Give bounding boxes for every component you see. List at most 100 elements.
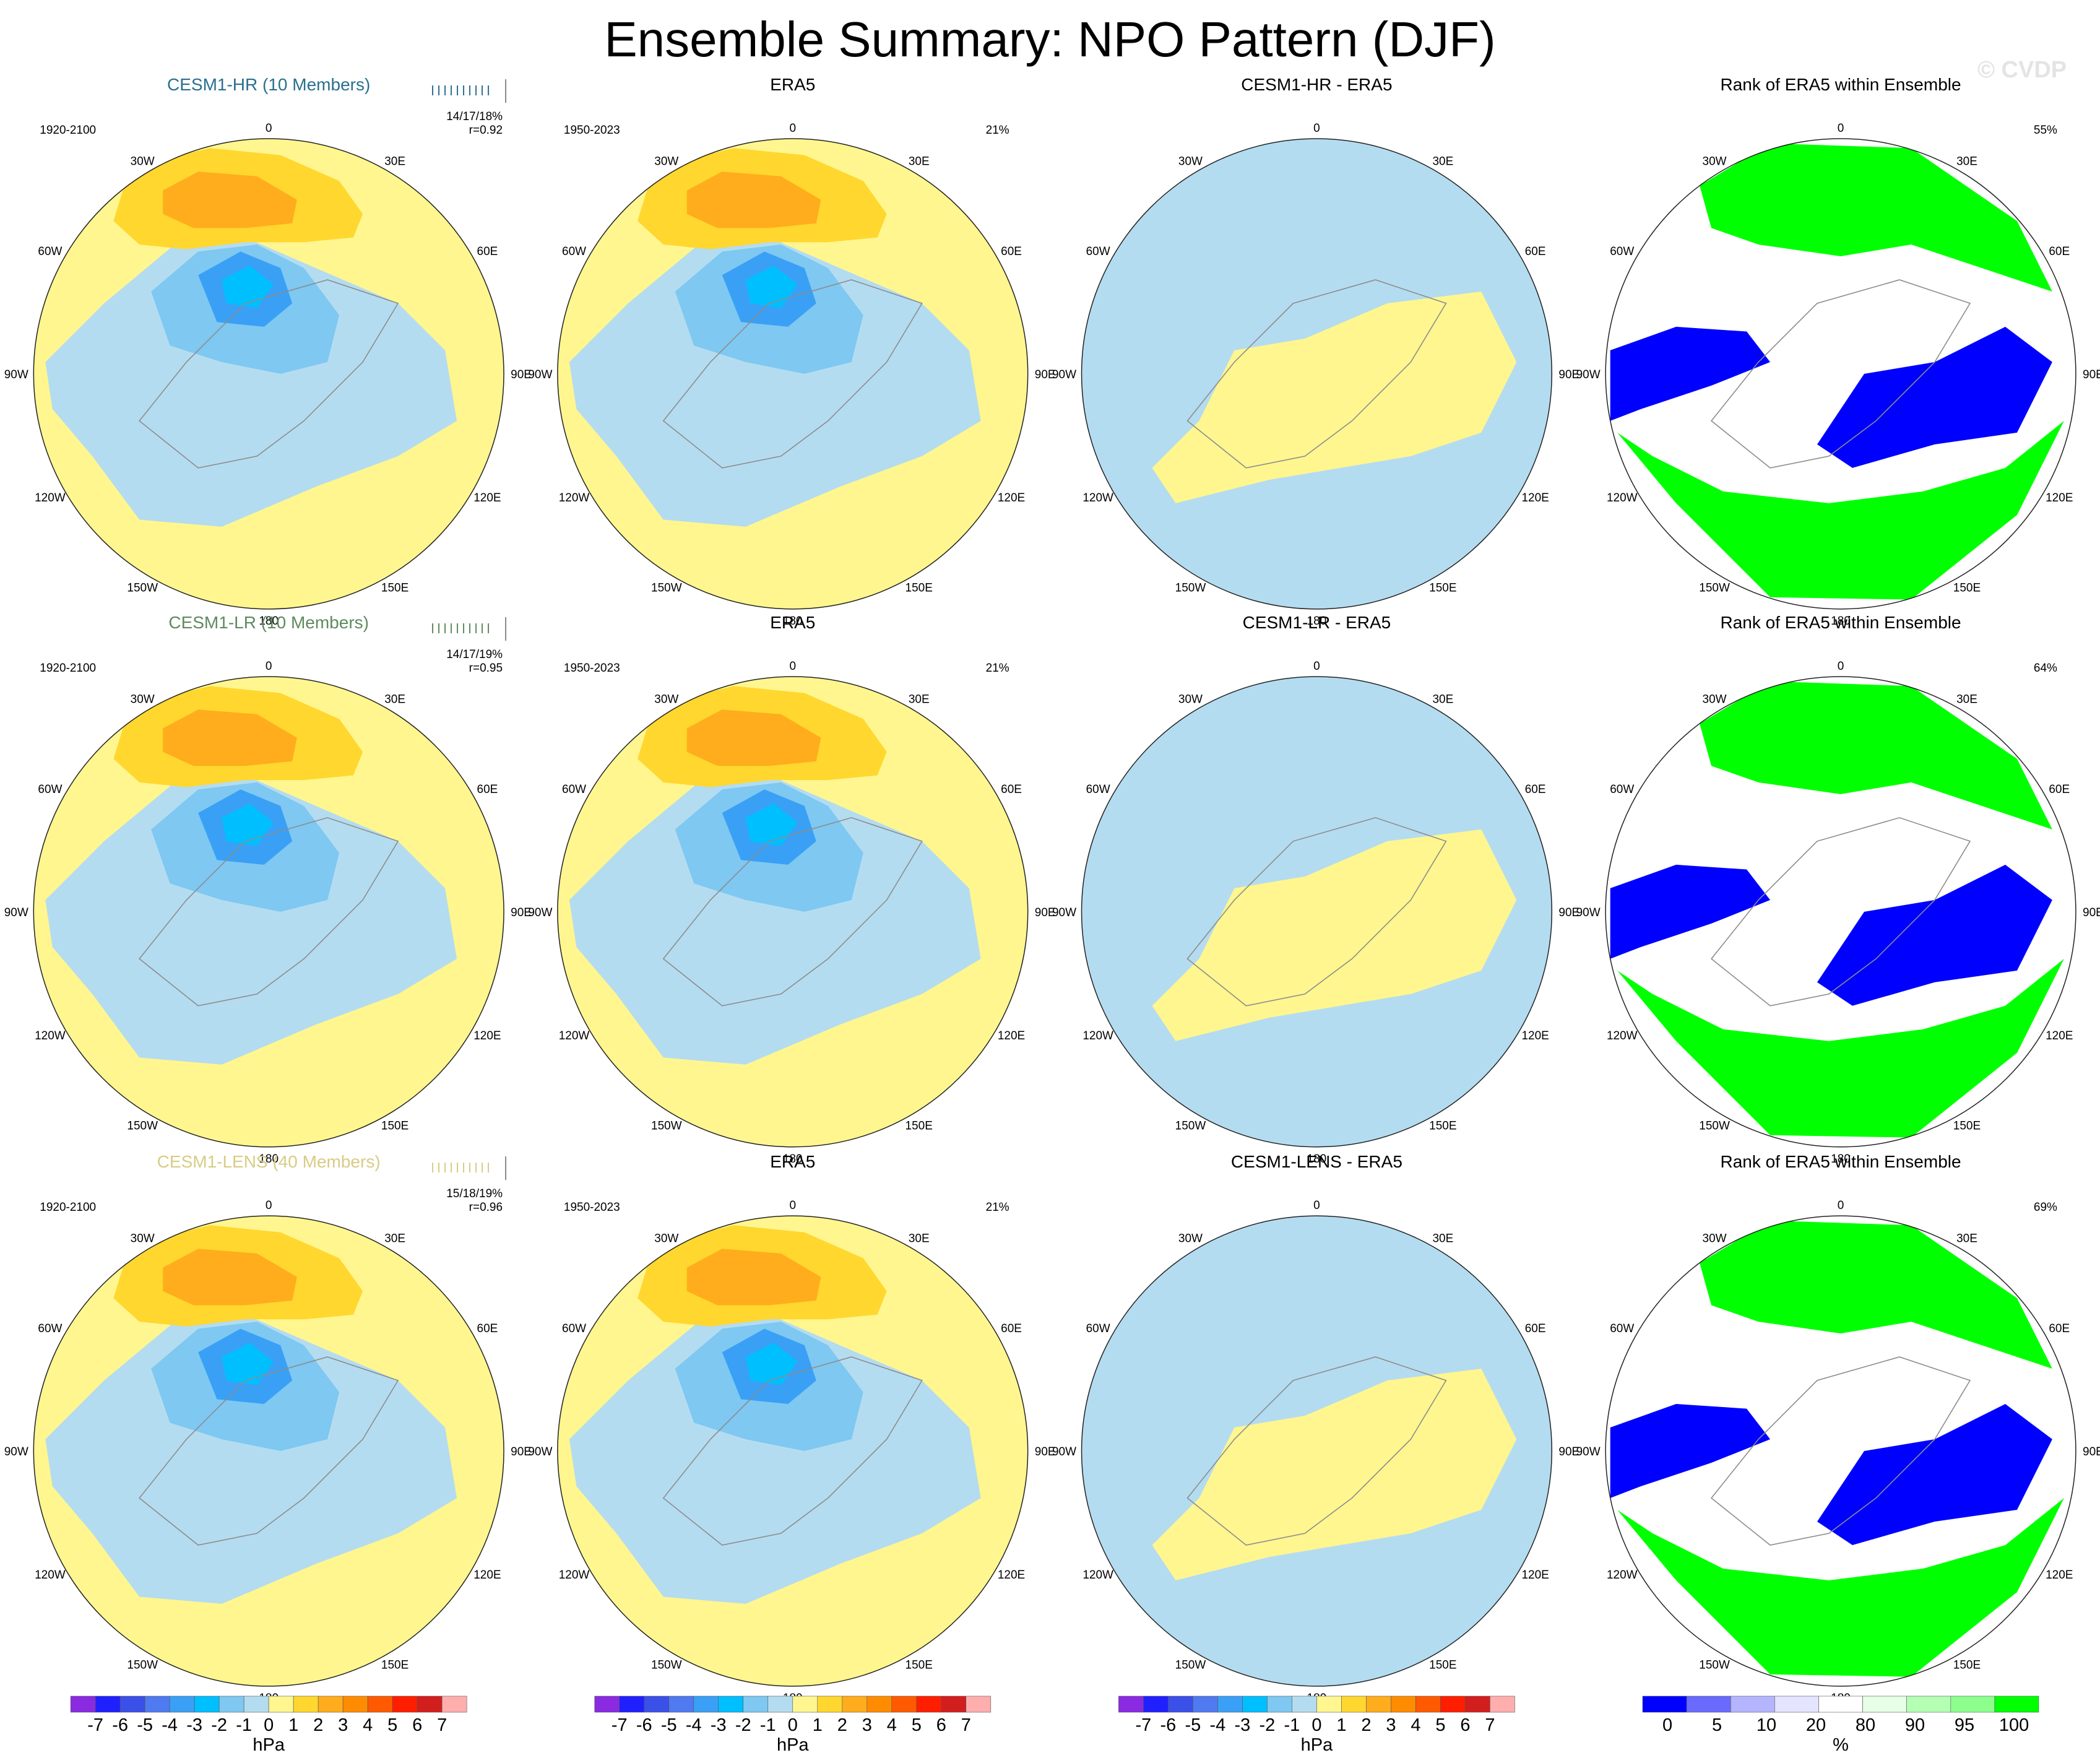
panel-title: ERA5 bbox=[770, 75, 815, 94]
coastline bbox=[1186, 817, 1447, 1007]
longitude-label: 90W bbox=[528, 1445, 552, 1458]
period-label: 1950-2023 bbox=[564, 662, 620, 675]
colorbar-swatch bbox=[1490, 1696, 1515, 1713]
longitude-label: 30W bbox=[654, 693, 678, 706]
contour-rankBlueW bbox=[1610, 864, 1771, 959]
colorbar-swatch bbox=[1950, 1696, 1995, 1713]
longitude-label: 90W bbox=[1576, 1445, 1601, 1458]
longitude-label: 120E bbox=[473, 492, 501, 505]
contour-lowBig bbox=[45, 237, 457, 527]
contour-rankGreenBot bbox=[1617, 958, 2064, 1138]
longitude-label: 120W bbox=[1607, 1569, 1638, 1582]
contour-rankBlueW bbox=[1610, 1404, 1771, 1498]
colorbar-swatch bbox=[70, 1696, 96, 1713]
colorbar-label: 95 bbox=[1955, 1715, 1974, 1735]
longitude-label: 60E bbox=[2049, 245, 2070, 258]
colorbar-label: 2 bbox=[313, 1715, 323, 1735]
longitude-label: 0 bbox=[1313, 660, 1320, 673]
colorbar-swatch bbox=[792, 1696, 818, 1713]
colorbar-swatch bbox=[693, 1696, 719, 1713]
map-panel-diff: 180 150E 120E 90E 60E 30E 0 30W 60W 90W 120W 150W CE… bbox=[1052, 613, 1579, 1166]
longitude-label: 30E bbox=[1956, 155, 1977, 168]
contour-pacHighIn bbox=[686, 709, 821, 766]
coastline bbox=[662, 279, 923, 469]
map-panel-era5: 180 150E 120E 90E 60E 30E 0 30W 60W 90W 120W 150W ER… bbox=[528, 75, 1055, 628]
longitude-label: 150W bbox=[1175, 1659, 1206, 1672]
colorbar-swatch bbox=[441, 1696, 467, 1713]
contour-rankBlueE bbox=[1817, 1404, 2052, 1545]
longitude-label: 90W bbox=[4, 1445, 28, 1458]
map-panel-rank: 180 150E 120E 90E 60E 30E 0 30W 60W 90W 120W 150W Ra… bbox=[1576, 1152, 2100, 1705]
longitude-label: 90E bbox=[511, 368, 532, 381]
longitude-label: 60W bbox=[1086, 1322, 1110, 1335]
longitude-label: 120E bbox=[1521, 1569, 1549, 1582]
colorbar-swatch bbox=[743, 1696, 769, 1713]
colorbar-label: -3 bbox=[711, 1715, 727, 1735]
panel-title: CESM1-HR (10 Members) bbox=[167, 75, 370, 94]
contour-lowDeep bbox=[222, 804, 274, 846]
colorbar-label: 7 bbox=[1485, 1715, 1495, 1735]
colorbar-label: 7 bbox=[437, 1715, 447, 1735]
colorbar-label: 90 bbox=[1905, 1715, 1925, 1735]
longitude-label: 60W bbox=[38, 1322, 62, 1335]
colorbar-label: 1 bbox=[1336, 1715, 1346, 1735]
longitude-label: 30W bbox=[1703, 1232, 1727, 1245]
colorbar-swatch bbox=[767, 1696, 793, 1713]
colorbar-swatch bbox=[842, 1696, 868, 1713]
longitude-label: 0 bbox=[789, 660, 796, 673]
colorbar-swatch bbox=[1143, 1696, 1169, 1713]
longitude-label: 90E bbox=[1035, 906, 1056, 919]
colorbar-unit: % bbox=[1833, 1735, 1849, 1755]
colorbar-swatch bbox=[268, 1696, 294, 1713]
colorbar-label: 2 bbox=[837, 1715, 847, 1735]
longitude-label: 30E bbox=[909, 693, 930, 706]
longitude-label: 0 bbox=[1313, 122, 1320, 135]
colorbar-label: -5 bbox=[1185, 1715, 1201, 1735]
longitude-label: 60W bbox=[38, 245, 62, 258]
longitude-label: 90E bbox=[1558, 368, 1579, 381]
contour-pacHighIn bbox=[686, 1249, 821, 1306]
colorbar-swatch bbox=[817, 1696, 843, 1713]
colorbar-label: 6 bbox=[1460, 1715, 1470, 1735]
contour-lowBig bbox=[569, 775, 981, 1065]
longitude-label: 90W bbox=[528, 368, 552, 381]
period-label: 1920-2100 bbox=[40, 1201, 96, 1214]
longitude-label: 30E bbox=[1956, 693, 1977, 706]
longitude-label: 60E bbox=[1001, 1322, 1022, 1335]
longitude-label: 60W bbox=[1610, 245, 1634, 258]
longitude-label: 30W bbox=[131, 155, 155, 168]
longitude-label: 90W bbox=[1052, 368, 1076, 381]
contour-rankBlueE bbox=[1817, 864, 2052, 1006]
longitude-label: 90E bbox=[511, 1445, 532, 1458]
colorbar-label: -1 bbox=[236, 1715, 252, 1735]
longitude-label: 30W bbox=[131, 693, 155, 706]
colorbar-label: 0 bbox=[1311, 1715, 1321, 1735]
contour-rankGreenBot bbox=[1617, 1498, 2064, 1677]
colorbar-swatch bbox=[718, 1696, 744, 1713]
longitude-label: 150E bbox=[381, 1119, 408, 1132]
longitude-label: 60W bbox=[562, 245, 586, 258]
colorbar-label: 20 bbox=[1806, 1715, 1826, 1735]
colorbar-label: -5 bbox=[661, 1715, 677, 1735]
longitude-label: 180 bbox=[1307, 615, 1327, 628]
longitude-label: 90E bbox=[1035, 368, 1056, 381]
colorbar-unit: hPa bbox=[253, 1735, 285, 1755]
colorbar-swatch bbox=[1906, 1696, 1951, 1713]
longitude-label: 30E bbox=[1432, 693, 1453, 706]
map-border bbox=[1081, 1215, 1553, 1687]
colorbar-label: -4 bbox=[686, 1715, 702, 1735]
map-border bbox=[1081, 676, 1553, 1148]
contour-rankGreenTop bbox=[1700, 681, 2052, 830]
longitude-label: 120W bbox=[1082, 492, 1113, 505]
colorbar-label: 4 bbox=[887, 1715, 897, 1735]
longitude-label: 0 bbox=[1313, 1199, 1320, 1212]
longitude-label: 180 bbox=[1307, 1153, 1327, 1166]
colorbar-swatch bbox=[1217, 1696, 1243, 1713]
period-label: 1950-2023 bbox=[564, 124, 620, 137]
longitude-label: 60E bbox=[1001, 245, 1022, 258]
coastline bbox=[139, 1356, 399, 1546]
longitude-label: 120W bbox=[1607, 1029, 1638, 1042]
panel-title: CESM1-LENS (40 Members) bbox=[157, 1152, 381, 1171]
rank-pct-label: 64% bbox=[2034, 662, 2057, 675]
